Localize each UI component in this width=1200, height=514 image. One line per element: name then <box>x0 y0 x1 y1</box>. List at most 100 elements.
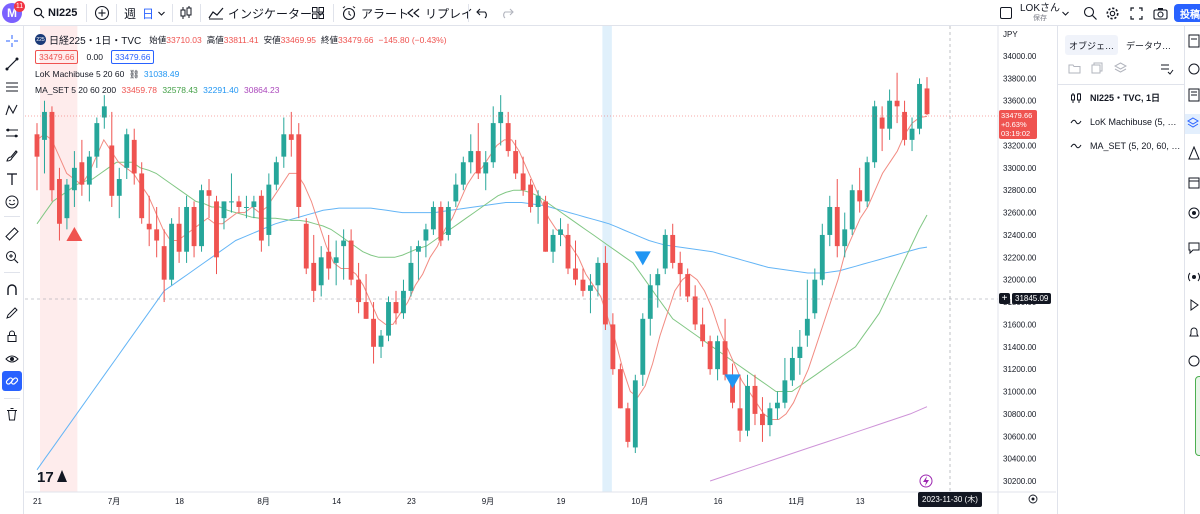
screenshot-button[interactable] <box>1153 0 1168 26</box>
candle-body <box>543 201 549 252</box>
indicator-legend-2[interactable]: MA_SET 5 20 60 200 33459.78 32578.43 322… <box>35 85 279 95</box>
alerts-icon[interactable] <box>1188 62 1200 76</box>
watchlist-icon[interactable] <box>1188 34 1200 48</box>
chart-type-button[interactable] <box>179 0 193 26</box>
fullscreen-button[interactable] <box>1130 0 1143 26</box>
buy-button[interactable]: 33479.66 <box>111 50 155 64</box>
layers-icon <box>1187 117 1199 128</box>
fib-tool[interactable] <box>2 77 22 97</box>
play-icon[interactable] <box>1188 298 1200 312</box>
object-item-label: MA_SET (5, 20, 60, … <box>1090 141 1181 151</box>
checklist-icon[interactable] <box>1160 62 1174 75</box>
forecast-tool[interactable] <box>2 123 22 143</box>
symbol-title[interactable]: 日経225・1日・TVC <box>49 36 142 47</box>
candle-body <box>146 223 152 230</box>
hide-tool[interactable] <box>2 349 22 369</box>
copy-icon[interactable] <box>1091 62 1104 74</box>
help-icon[interactable] <box>1188 354 1200 368</box>
compare-add-button[interactable] <box>94 0 110 26</box>
price-tick-label: 32800.00 <box>1003 186 1037 195</box>
candle-body <box>662 234 668 269</box>
candle <box>528 179 534 213</box>
interval-week-label: 週 <box>124 6 137 21</box>
trendline-tool[interactable] <box>2 54 22 74</box>
screener-icon[interactable] <box>1188 206 1200 220</box>
interval-dropdown[interactable] <box>157 0 166 26</box>
layout-button[interactable] <box>1000 0 1012 26</box>
price-tick-label: 33000.00 <box>1003 164 1037 173</box>
account-menu[interactable]: LOKさん 保存 <box>1020 0 1060 26</box>
crosshair-tool[interactable] <box>2 31 22 51</box>
candle-body <box>760 413 765 426</box>
user-avatar-button[interactable]: M 11 <box>2 0 25 26</box>
publish-button[interactable]: 投稿 <box>1174 0 1200 26</box>
price-chart[interactable]: 34000.0033800.0033600.0033400.0033200.00… <box>25 26 1056 514</box>
fullscreen-icon <box>1130 6 1143 20</box>
candle <box>827 195 833 247</box>
list-item[interactable]: MA_SET (5, 20, 60, … <box>1070 140 1180 152</box>
candle <box>236 195 242 213</box>
candle-body <box>139 173 145 219</box>
zoom-tool[interactable] <box>2 247 22 267</box>
list-item[interactable]: NI225・TVC, 1日 <box>1070 91 1160 104</box>
calendar-icon[interactable] <box>1188 176 1200 190</box>
high-value: 33811.41 <box>223 34 259 45</box>
ideas-icon[interactable] <box>1188 146 1200 160</box>
lock-tool[interactable] <box>2 326 22 346</box>
currency-label[interactable]: JPY <box>1003 30 1018 39</box>
plus-icon[interactable]: + <box>999 293 1010 304</box>
candle-body <box>752 385 758 414</box>
quick-search-button[interactable] <box>1083 0 1098 26</box>
candle-body <box>281 134 287 157</box>
settings-button[interactable] <box>1105 0 1120 26</box>
sell-signal-marker <box>634 251 651 266</box>
stay-drawing-tool[interactable] <box>2 303 22 323</box>
brush-tool[interactable] <box>2 146 22 166</box>
indicators-button[interactable]: インジケーター <box>208 0 325 26</box>
list-item[interactable]: LoK Machibuse (5, … <box>1070 116 1177 128</box>
sell-button[interactable]: 33479.66 <box>35 50 79 64</box>
candle-body <box>363 302 369 319</box>
news-icon[interactable] <box>1188 88 1200 102</box>
sync-drawings-tool[interactable] <box>2 371 22 391</box>
candle-body <box>49 111 55 191</box>
object-tree-toggle[interactable] <box>1185 114 1200 134</box>
emoji-tool[interactable] <box>2 192 22 212</box>
indicator-legend-1[interactable]: LoK Machibuse 5 20 60 ⛓ 31038.49 <box>35 69 179 80</box>
candle-body <box>356 279 362 303</box>
interval-week-button[interactable]: 週 <box>124 0 136 26</box>
pine-panel-tab[interactable] <box>1195 376 1200 456</box>
price-tick-label: 30600.00 <box>1003 432 1037 441</box>
symbol-search-button[interactable]: NI225 <box>33 0 77 26</box>
horizontal-lines-icon <box>6 82 18 92</box>
text-tool[interactable] <box>2 169 22 189</box>
undo-button[interactable] <box>476 0 490 26</box>
tab-objects[interactable]: オブジェ… <box>1065 35 1119 55</box>
pattern-tool[interactable] <box>2 100 22 120</box>
gear-icon <box>1106 7 1119 19</box>
account-dropdown[interactable] <box>1061 0 1070 26</box>
candle <box>909 117 915 152</box>
templates-button[interactable] <box>311 0 325 26</box>
candle <box>371 302 376 364</box>
bolt-icon[interactable] <box>919 474 933 488</box>
candle <box>543 195 549 252</box>
candle-body <box>573 268 578 280</box>
replay-button[interactable]: リプレイ <box>406 0 473 26</box>
price-tick-label: 32200.00 <box>1003 253 1037 262</box>
alert-button[interactable]: アラート <box>341 0 409 26</box>
remove-drawings-tool[interactable] <box>2 404 22 424</box>
redo-button[interactable] <box>500 0 514 26</box>
ruler-tool[interactable] <box>2 224 22 244</box>
tab-data-window[interactable]: データウ… <box>1126 40 1172 51</box>
streams-icon[interactable] <box>1188 270 1200 284</box>
candle <box>214 195 219 275</box>
magnet-tool[interactable] <box>2 280 22 300</box>
candle <box>341 229 347 280</box>
chat-icon[interactable] <box>1188 241 1200 255</box>
interval-day-button[interactable]: 日 <box>142 0 154 26</box>
notification-icon[interactable] <box>1188 326 1200 340</box>
folder-icon[interactable] <box>1068 62 1081 74</box>
axis-settings-icon[interactable] <box>1028 494 1038 504</box>
layers-icon[interactable] <box>1114 62 1127 74</box>
